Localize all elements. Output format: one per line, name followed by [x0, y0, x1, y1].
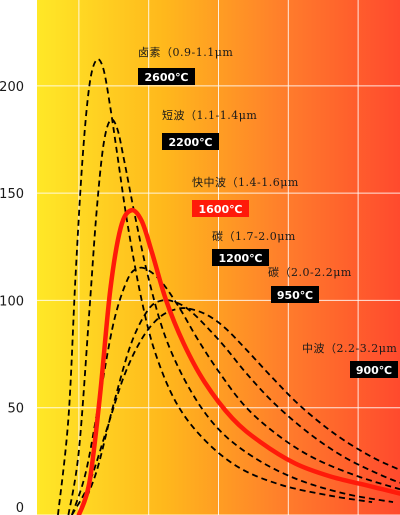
temperature-label-6: 900℃ [356, 364, 392, 377]
temperature-badge-2 [162, 133, 219, 150]
y-tick-label: 100 [0, 294, 24, 309]
y-axis-ticks: 0 50 100 150 200 [0, 80, 24, 515]
y-tick-label: 200 [0, 80, 24, 95]
series-line-2 [67, 118, 394, 515]
series-line-4 [71, 266, 400, 515]
temperature-badge-4 [212, 249, 269, 266]
series-line-1 [57, 58, 373, 515]
temperature-badge-1 [138, 68, 195, 85]
y-tick-label: 150 [0, 187, 24, 202]
temperature-badge-3 [192, 200, 249, 217]
temperature-badge-6 [350, 361, 398, 378]
series-labels: 卤素（0.9-1.1μm 2600℃ 短波（1.1-1.4μm 2200℃ 快中波（1.… [138, 46, 398, 378]
series-label-3: 快中波（1.4-1.6μm [192, 176, 299, 189]
series-label-2: 短波（1.1-1.4μm [162, 108, 257, 122]
y-tick-label: 0 [16, 501, 24, 515]
y-tick-label: 50 [7, 402, 24, 417]
series-line-6 [71, 307, 400, 515]
series-label-4: 碳（1.7-2.0μm [212, 229, 296, 243]
temperature-label-5: 950℃ [277, 289, 313, 302]
series-label-5: 碳（2.0-2.2μm [268, 265, 352, 279]
temperature-label-1: 2600℃ [145, 71, 189, 84]
series-label-1: 卤素（0.9-1.1μm [138, 46, 233, 59]
series-label-6: 中波（2.2-3.2μm [302, 342, 397, 355]
temperature-label-4: 1200℃ [219, 252, 263, 265]
temperature-label-2: 2200℃ [169, 136, 213, 149]
temperature-badge-5 [271, 286, 319, 303]
temperature-label-3: 1600℃ [199, 203, 243, 216]
series-lines [57, 58, 400, 515]
series-line-5 [78, 299, 400, 515]
left-margin [0, 0, 37, 515]
series-line-3 [76, 207, 400, 515]
